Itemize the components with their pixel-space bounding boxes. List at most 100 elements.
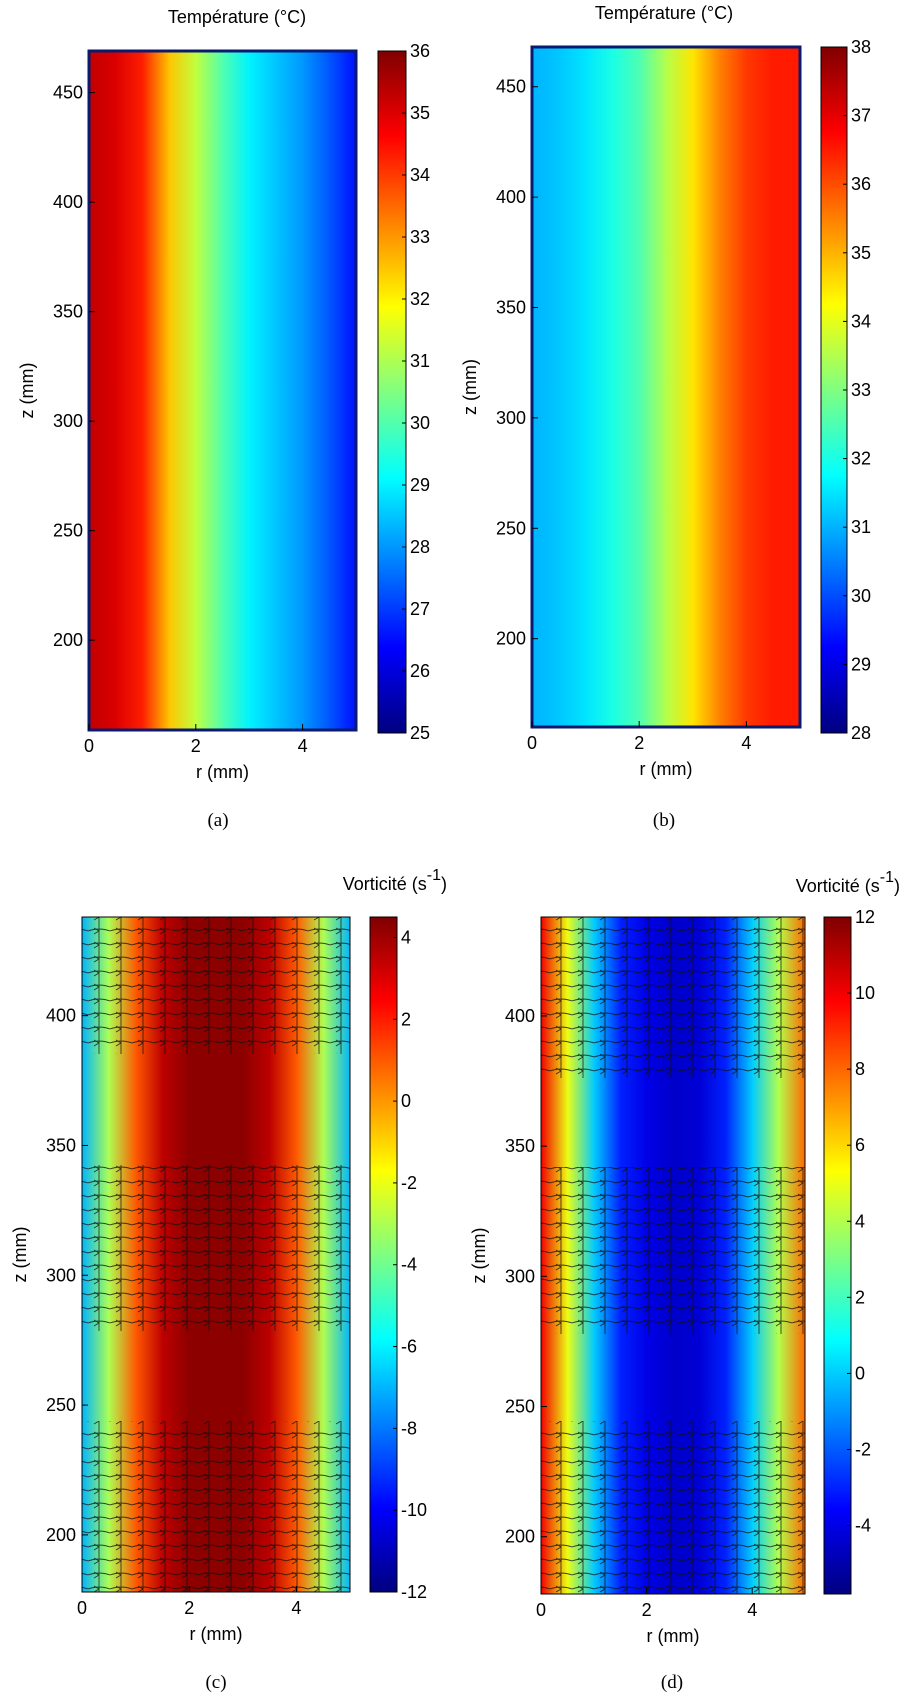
caption: (d) <box>661 1672 683 1693</box>
layers <box>82 47 806 1594</box>
colorbar <box>823 916 852 1595</box>
y-tick-label: 300 <box>53 411 83 431</box>
colorbar-tick-label: 12 <box>855 907 875 927</box>
panel <box>89 51 357 730</box>
caption: (a) <box>207 810 228 831</box>
y-tick-label: 350 <box>46 1135 76 1155</box>
y-tick-label: 250 <box>53 521 83 541</box>
colorbar-tick-label: -2 <box>401 1173 417 1193</box>
y-tick-label: 300 <box>505 1266 535 1286</box>
field-strip <box>89 51 117 730</box>
colorbar-tick-label: 4 <box>855 1211 865 1231</box>
colorbar-tick-label: 28 <box>851 723 871 743</box>
chart-title: Température (°C) <box>595 3 733 23</box>
colorbar-tick-label: 8 <box>855 1059 865 1079</box>
colorbar-tick-label: -4 <box>401 1255 417 1275</box>
x-tick-label: 4 <box>291 1598 301 1618</box>
field-strip <box>612 47 640 727</box>
y-axis-label: z (mm) <box>460 359 480 415</box>
colorbar-tick-label: 37 <box>851 106 871 126</box>
y-tick-label: 350 <box>496 298 526 318</box>
x-tick-label: 2 <box>191 736 201 756</box>
colorbar-tick-label: 31 <box>410 351 430 371</box>
x-tick-label: 2 <box>184 1598 194 1618</box>
y-tick-label: 350 <box>505 1136 535 1156</box>
field-strip <box>302 51 330 730</box>
colorbar-tick-label: 34 <box>410 165 430 185</box>
colorbar-tick-label: 30 <box>410 413 430 433</box>
x-tick-label: 4 <box>298 736 308 756</box>
y-axis-label: z (mm) <box>17 363 37 419</box>
plot-frame <box>87 49 358 732</box>
colorbar-tick-label: -2 <box>855 1439 871 1459</box>
vector-band <box>82 917 350 1054</box>
field-strip <box>666 47 694 727</box>
colorbar-tick-label: -10 <box>401 1500 427 1520</box>
title-sup: -1 <box>880 869 894 886</box>
y-tick-label: 400 <box>53 192 83 212</box>
colorbar-tick-label: 33 <box>851 380 871 400</box>
y-axis-label: z (mm) <box>10 1227 30 1283</box>
y-tick-label: 200 <box>496 629 526 649</box>
y-tick-label: 300 <box>496 408 526 428</box>
colorbar-tick-label: 33 <box>410 227 430 247</box>
colorbar-tick-label: 28 <box>410 537 430 557</box>
field-strip <box>532 47 560 727</box>
colorbar-tick-label: 26 <box>410 661 430 681</box>
title-end: ) <box>441 874 447 894</box>
title-sup: -1 <box>427 867 441 884</box>
field-strip <box>639 47 667 727</box>
y-axis-label: z (mm) <box>469 1228 489 1284</box>
field-strip <box>585 47 613 727</box>
x-axis-label: r (mm) <box>190 1624 243 1644</box>
y-tick-label: 450 <box>53 83 83 103</box>
colorbar-tick-label: 38 <box>851 37 871 57</box>
colorbar-tick-label: 35 <box>851 243 871 263</box>
x-axis-label: r (mm) <box>640 759 693 779</box>
colorbar-tick-label: 34 <box>851 311 871 331</box>
y-tick-label: 400 <box>505 1006 535 1026</box>
colorbar-tick-label: 2 <box>855 1287 865 1307</box>
field-strip <box>692 47 721 727</box>
field-strip <box>329 51 357 730</box>
colorbar-tick-label: 27 <box>410 599 430 619</box>
y-tick-label: 400 <box>496 187 526 207</box>
colorbar-tick-label: 36 <box>410 41 430 61</box>
chart-title: Vorticité (s-1) <box>343 867 447 894</box>
colorbar-tick-label: 6 <box>855 1135 865 1155</box>
colorbar-tick-label: 35 <box>410 103 430 123</box>
plot-frame <box>530 45 802 729</box>
field-strip <box>195 51 223 730</box>
colorbar-tick-label: -6 <box>401 1337 417 1357</box>
x-tick-label: 0 <box>77 1598 87 1618</box>
vector-band <box>541 1167 805 1334</box>
x-axis-label: r (mm) <box>196 762 249 782</box>
field-strip <box>169 51 197 730</box>
colorbar-tick-label: 31 <box>851 517 871 537</box>
y-tick-label: 400 <box>46 1006 76 1026</box>
y-tick-label: 450 <box>496 77 526 97</box>
colorbar-tick-label: 2 <box>401 1009 411 1029</box>
colorbar-tick-label: 4 <box>401 927 411 947</box>
field-strip <box>222 51 250 730</box>
vector-band <box>541 917 805 1078</box>
vector-band <box>541 1421 805 1594</box>
caption: (c) <box>205 1672 226 1693</box>
caption: (b) <box>653 810 675 831</box>
colorbar-tick-label: 29 <box>851 654 871 674</box>
colorbar-tick-label: 25 <box>410 723 430 743</box>
plot-frame <box>81 916 351 1593</box>
x-tick-label: 0 <box>84 736 94 756</box>
title-main: Vorticité (s <box>796 876 880 896</box>
y-tick-label: 350 <box>53 302 83 322</box>
colorbar-tick-label: 32 <box>851 449 871 469</box>
x-tick-label: 0 <box>536 1600 546 1620</box>
panel <box>532 47 801 727</box>
colorbar-tick-label: 29 <box>410 475 430 495</box>
colorbar-tick-label: 10 <box>855 983 875 1003</box>
field-strip <box>115 51 143 730</box>
colorbar <box>820 46 848 734</box>
y-tick-label: 300 <box>46 1265 76 1285</box>
